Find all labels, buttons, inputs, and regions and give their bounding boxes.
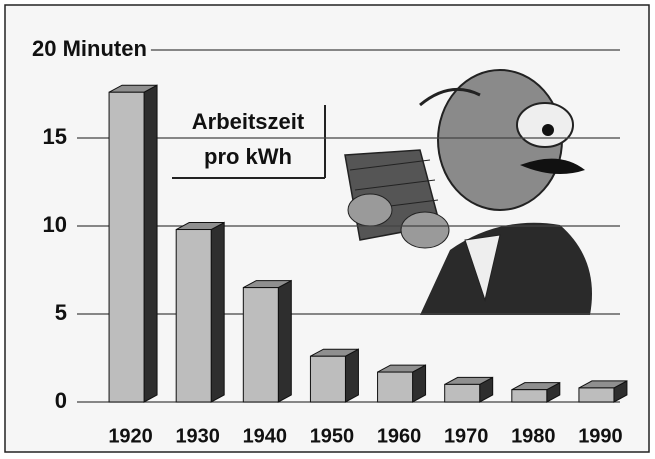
bar-front [445, 384, 480, 402]
bar-front [512, 390, 547, 402]
bar-front [176, 230, 211, 402]
chart-title: pro kWh [204, 144, 292, 169]
bar [109, 85, 157, 402]
bar [243, 281, 291, 402]
bar [176, 223, 224, 402]
bar-front [579, 388, 614, 402]
bar-front [378, 372, 413, 402]
bar-side [144, 85, 157, 402]
bar-side [211, 223, 224, 402]
x-tick-label: 1970 [444, 425, 489, 447]
bar-front [243, 288, 278, 402]
y-tick-label: 20 Minuten [32, 36, 147, 61]
x-tick-label: 1930 [175, 425, 220, 447]
x-tick-label: 1940 [243, 425, 288, 447]
chart-title: Arbeitszeit [192, 109, 305, 134]
chart: Arbeitszeit pro kWh 0 5 10 15 20 Minuten 1920… [0, 0, 655, 459]
y-tick-label: 10 [43, 212, 67, 237]
x-tick-label: 1960 [377, 425, 422, 447]
bar [378, 365, 426, 402]
y-tick-label: 5 [55, 300, 67, 325]
y-tick-label: 15 [43, 124, 67, 149]
x-tick-label: 1950 [310, 425, 355, 447]
bar [445, 377, 493, 402]
bar-side [278, 281, 291, 402]
x-tick-label: 1920 [108, 425, 153, 447]
y-tick-label: 0 [55, 388, 67, 413]
bar-front [310, 356, 345, 402]
x-tick-label: 1990 [578, 425, 623, 447]
bar [512, 383, 560, 402]
bar-side [345, 349, 358, 402]
x-tick-label: 1980 [511, 425, 556, 447]
bar [310, 349, 358, 402]
bar-front [109, 92, 144, 402]
bar [579, 381, 627, 402]
